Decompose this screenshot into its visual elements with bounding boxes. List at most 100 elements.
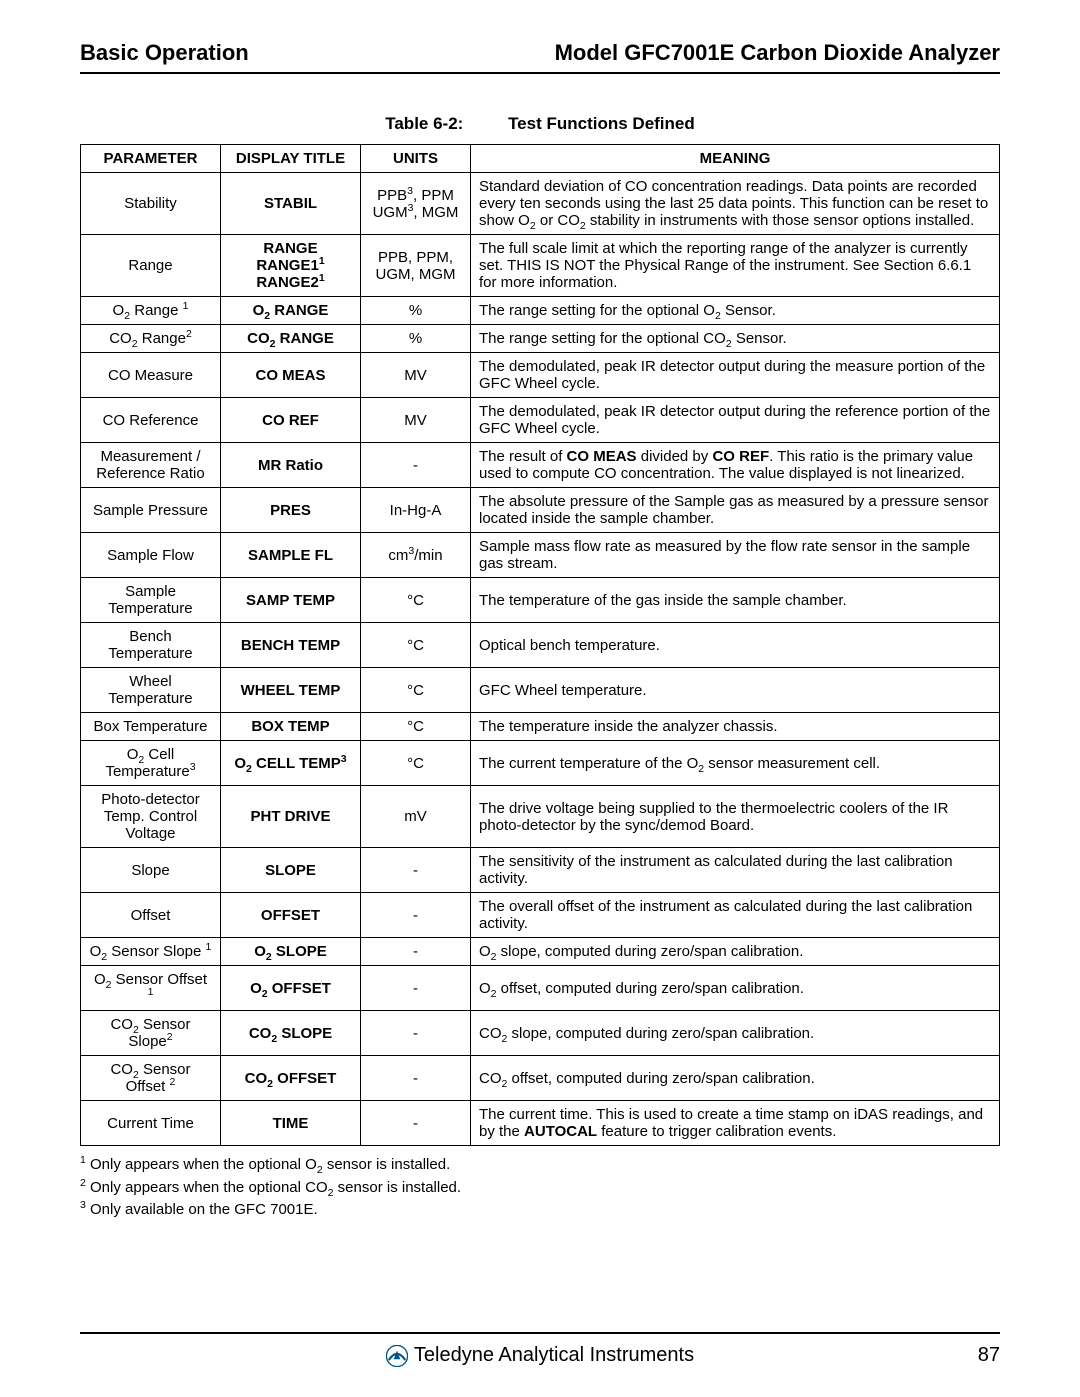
cell-parameter: Stability xyxy=(81,173,221,235)
cell-meaning: The temperature of the gas inside the sa… xyxy=(471,578,1000,623)
page-number: 87 xyxy=(978,1344,1000,1367)
cell-display-title: CO MEAS xyxy=(221,353,361,398)
cell-meaning: The temperature inside the analyzer chas… xyxy=(471,713,1000,741)
cell-display-title: CO2 OFFSET xyxy=(221,1056,361,1101)
cell-meaning: Sample mass flow rate as measured by the… xyxy=(471,533,1000,578)
cell-units: - xyxy=(361,966,471,1011)
cell-units: - xyxy=(361,1101,471,1146)
cell-parameter: Box Temperature xyxy=(81,713,221,741)
table-row: O2 Sensor Offset 1O2 OFFSET-O2 offset, c… xyxy=(81,966,1000,1011)
col-units: UNITS xyxy=(361,145,471,173)
table-row: CO MeasureCO MEASMVThe demodulated, peak… xyxy=(81,353,1000,398)
cell-display-title: CO2 RANGE xyxy=(221,325,361,353)
cell-parameter: Sample Flow xyxy=(81,533,221,578)
cell-units: °C xyxy=(361,578,471,623)
table-row: Photo-detector Temp. Control VoltagePHT … xyxy=(81,786,1000,848)
cell-display-title: WHEEL TEMP xyxy=(221,668,361,713)
test-functions-table: PARAMETER DISPLAY TITLE UNITS MEANING St… xyxy=(80,144,1000,1146)
cell-display-title: O2 RANGE xyxy=(221,297,361,325)
cell-meaning: O2 slope, computed during zero/span cali… xyxy=(471,938,1000,966)
cell-meaning: The range setting for the optional O2 Se… xyxy=(471,297,1000,325)
cell-units: PPB3, PPM UGM3, MGM xyxy=(361,173,471,235)
cell-units: MV xyxy=(361,398,471,443)
cell-meaning: The full scale limit at which the report… xyxy=(471,235,1000,297)
table-row: CO2 Sensor Offset 2CO2 OFFSET-CO2 offset… xyxy=(81,1056,1000,1101)
cell-parameter: O2 Cell Temperature3 xyxy=(81,741,221,786)
cell-meaning: CO2 offset, computed during zero/span ca… xyxy=(471,1056,1000,1101)
cell-meaning: The absolute pressure of the Sample gas … xyxy=(471,488,1000,533)
cell-display-title: SLOPE xyxy=(221,848,361,893)
cell-parameter: Bench Temperature xyxy=(81,623,221,668)
cell-display-title: CO2 SLOPE xyxy=(221,1011,361,1056)
cell-display-title: STABIL xyxy=(221,173,361,235)
cell-display-title: O2 SLOPE xyxy=(221,938,361,966)
cell-parameter: CO2 Sensor Slope2 xyxy=(81,1011,221,1056)
cell-parameter: O2 Range 1 xyxy=(81,297,221,325)
cell-units: - xyxy=(361,893,471,938)
cell-units: - xyxy=(361,848,471,893)
table-row: Sample PressurePRESIn-Hg-AThe absolute p… xyxy=(81,488,1000,533)
cell-display-title: O2 CELL TEMP3 xyxy=(221,741,361,786)
cell-parameter: Current Time xyxy=(81,1101,221,1146)
table-title: Test Functions Defined xyxy=(508,114,695,133)
table-row: RangeRANGERANGE11RANGE21PPB, PPM, UGM, M… xyxy=(81,235,1000,297)
cell-units: °C xyxy=(361,623,471,668)
cell-units: - xyxy=(361,443,471,488)
footer-company: Teledyne Analytical Instruments xyxy=(386,1344,694,1367)
page-header: Basic Operation Model GFC7001E Carbon Di… xyxy=(80,40,1000,74)
cell-units: % xyxy=(361,325,471,353)
cell-meaning: The current time. This is used to create… xyxy=(471,1101,1000,1146)
cell-units: °C xyxy=(361,668,471,713)
header-section-title: Basic Operation xyxy=(80,40,249,66)
footnotes: 1 Only appears when the optional O2 sens… xyxy=(80,1154,1000,1222)
cell-units: °C xyxy=(361,741,471,786)
col-parameter: PARAMETER xyxy=(81,145,221,173)
table-row: O2 Cell Temperature3O2 CELL TEMP3°CThe c… xyxy=(81,741,1000,786)
cell-meaning: The range setting for the optional CO2 S… xyxy=(471,325,1000,353)
cell-parameter: Sample Temperature xyxy=(81,578,221,623)
cell-meaning: CO2 slope, computed during zero/span cal… xyxy=(471,1011,1000,1056)
cell-units: % xyxy=(361,297,471,325)
table-row: Current TimeTIME-The current time. This … xyxy=(81,1101,1000,1146)
cell-parameter: Range xyxy=(81,235,221,297)
table-row: CO2 Range2CO2 RANGE%The range setting fo… xyxy=(81,325,1000,353)
cell-meaning: The result of CO MEAS divided by CO REF.… xyxy=(471,443,1000,488)
table-caption: Table 6-2: Test Functions Defined xyxy=(80,114,1000,134)
cell-display-title: BENCH TEMP xyxy=(221,623,361,668)
cell-units: mV xyxy=(361,786,471,848)
cell-display-title: OFFSET xyxy=(221,893,361,938)
cell-meaning: The drive voltage being supplied to the … xyxy=(471,786,1000,848)
cell-meaning: The demodulated, peak IR detector output… xyxy=(471,353,1000,398)
table-row: Sample FlowSAMPLE FLcm3/minSample mass f… xyxy=(81,533,1000,578)
table-row: Box TemperatureBOX TEMP°CThe temperature… xyxy=(81,713,1000,741)
cell-parameter: CO Reference xyxy=(81,398,221,443)
table-row: CO2 Sensor Slope2CO2 SLOPE-CO2 slope, co… xyxy=(81,1011,1000,1056)
cell-meaning: Standard deviation of CO concentration r… xyxy=(471,173,1000,235)
table-row: OffsetOFFSET-The overall offset of the i… xyxy=(81,893,1000,938)
cell-units: - xyxy=(361,938,471,966)
cell-meaning: GFC Wheel temperature. xyxy=(471,668,1000,713)
table-row: StabilitySTABILPPB3, PPM UGM3, MGMStanda… xyxy=(81,173,1000,235)
cell-display-title: MR Ratio xyxy=(221,443,361,488)
page-footer: Teledyne Analytical Instruments 87 xyxy=(80,1332,1000,1367)
cell-parameter: Photo-detector Temp. Control Voltage xyxy=(81,786,221,848)
cell-units: PPB, PPM, UGM, MGM xyxy=(361,235,471,297)
cell-meaning: Optical bench temperature. xyxy=(471,623,1000,668)
table-header-row: PARAMETER DISPLAY TITLE UNITS MEANING xyxy=(81,145,1000,173)
cell-units: In-Hg-A xyxy=(361,488,471,533)
cell-units: °C xyxy=(361,713,471,741)
cell-parameter: Measurement / Reference Ratio xyxy=(81,443,221,488)
table-row: O2 Range 1O2 RANGE%The range setting for… xyxy=(81,297,1000,325)
cell-display-title: RANGERANGE11RANGE21 xyxy=(221,235,361,297)
cell-parameter: Sample Pressure xyxy=(81,488,221,533)
cell-meaning: O2 offset, computed during zero/span cal… xyxy=(471,966,1000,1011)
cell-parameter: Slope xyxy=(81,848,221,893)
cell-display-title: SAMP TEMP xyxy=(221,578,361,623)
col-display-title: DISPLAY TITLE xyxy=(221,145,361,173)
cell-display-title: PHT DRIVE xyxy=(221,786,361,848)
footnote: 2 Only appears when the optional CO2 sen… xyxy=(80,1177,1000,1200)
cell-parameter: CO2 Range2 xyxy=(81,325,221,353)
table-row: Bench TemperatureBENCH TEMP°COptical ben… xyxy=(81,623,1000,668)
table-row: O2 Sensor Slope 1O2 SLOPE-O2 slope, comp… xyxy=(81,938,1000,966)
cell-display-title: TIME xyxy=(221,1101,361,1146)
